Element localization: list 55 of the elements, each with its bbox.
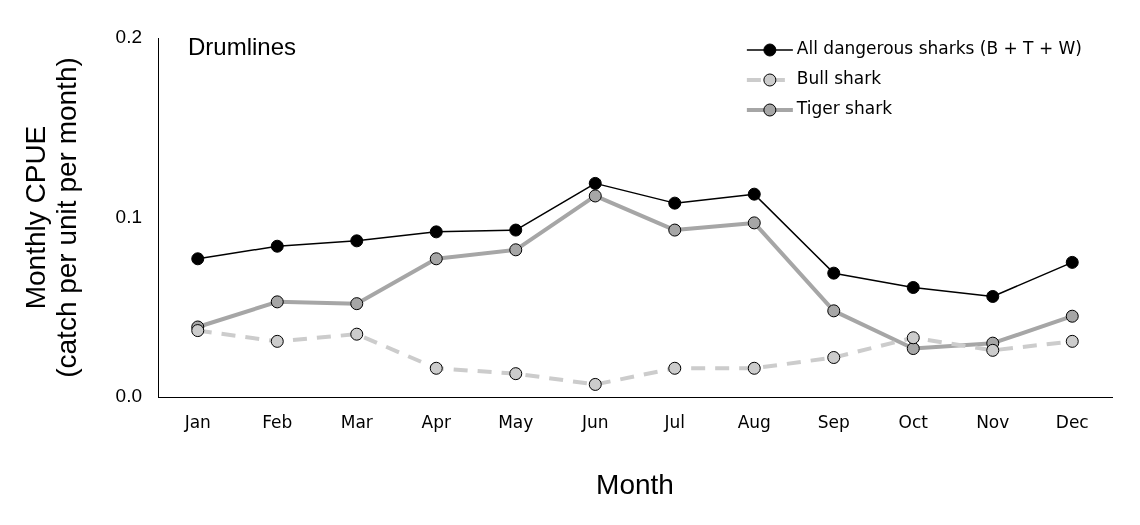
- x-tick-label: May: [498, 411, 534, 432]
- x-tick-label: Mar: [340, 411, 373, 432]
- point: [588, 189, 602, 203]
- y-tick-label: 0.1: [115, 205, 143, 227]
- point: [350, 327, 364, 341]
- x-tick-label: Jan: [183, 411, 211, 432]
- point: [270, 295, 284, 309]
- x-tick-label: Oct: [898, 411, 929, 432]
- point: [747, 361, 761, 375]
- point: [1065, 255, 1079, 269]
- point: [270, 334, 284, 348]
- point: [906, 342, 920, 356]
- y-axis-title: Monthly CPUE (catch per unit per month): [20, 57, 82, 378]
- legend-label: Bull shark: [796, 68, 882, 89]
- point: [588, 377, 602, 391]
- legend-label: Tiger shark: [795, 98, 893, 119]
- point: [747, 216, 761, 230]
- point: [986, 289, 1000, 303]
- point: [429, 361, 443, 375]
- point: [588, 176, 602, 190]
- point: [509, 367, 523, 381]
- y-tick-label: 0.2: [115, 26, 143, 48]
- point: [191, 252, 205, 266]
- point: [429, 225, 443, 239]
- x-tick-label: Dec: [1055, 411, 1089, 432]
- x-tick-label: Sep: [817, 411, 850, 432]
- point: [827, 266, 841, 280]
- x-tick-label: Apr: [421, 411, 451, 432]
- point: [509, 243, 523, 257]
- x-tick-label: Feb: [262, 411, 293, 432]
- point: [906, 281, 920, 295]
- annotation: Drumlines: [188, 32, 297, 60]
- x-tick-label: Jul: [663, 411, 686, 432]
- point: [986, 343, 1000, 357]
- point: [509, 223, 523, 237]
- point: [668, 361, 682, 375]
- point: [668, 196, 682, 210]
- x-tick-label: Aug: [737, 411, 771, 432]
- point: [350, 234, 364, 248]
- point: [1065, 334, 1079, 348]
- x-axis-title: Month: [596, 468, 674, 500]
- point: [668, 223, 682, 237]
- legend-label: All dangerous sharks (B + T + W): [796, 38, 1083, 59]
- point: [429, 252, 443, 266]
- point: [906, 331, 920, 345]
- point: [191, 324, 205, 338]
- x-tick-label: Jun: [580, 411, 609, 432]
- point: [270, 239, 284, 253]
- point: [350, 297, 364, 311]
- point: [827, 304, 841, 318]
- point: [827, 351, 841, 365]
- point: [747, 187, 761, 201]
- point: [1065, 309, 1079, 323]
- x-tick-label: Nov: [976, 411, 1010, 432]
- y-tick-label: 0.0: [115, 385, 143, 407]
